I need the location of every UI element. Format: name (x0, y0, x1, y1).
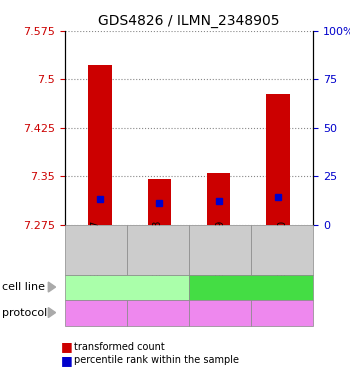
Bar (207, 173, 230, 225)
Text: GSM925597: GSM925597 (91, 220, 101, 279)
Text: percentile rank within the sample: percentile rank within the sample (74, 355, 238, 365)
Text: GSM925599: GSM925599 (215, 220, 225, 279)
Text: control: control (80, 308, 112, 317)
Text: IOSE80pc: IOSE80pc (224, 282, 278, 292)
Text: GSM925600: GSM925600 (277, 220, 287, 279)
Text: ■: ■ (61, 340, 73, 353)
Bar (148, 179, 171, 225)
Text: GSM925598: GSM925598 (153, 220, 163, 279)
Bar (266, 94, 289, 225)
Text: ARID1A
depletion: ARID1A depletion (261, 303, 304, 322)
Bar (89, 65, 112, 225)
Text: OSE4: OSE4 (112, 282, 142, 292)
Text: ■: ■ (61, 354, 73, 367)
Text: ARID1A
depletion: ARID1A depletion (136, 303, 179, 322)
Text: protocol: protocol (2, 308, 47, 318)
Title: GDS4826 / ILMN_2348905: GDS4826 / ILMN_2348905 (98, 14, 280, 28)
Text: transformed count: transformed count (74, 342, 164, 352)
Text: control: control (204, 308, 236, 317)
Text: cell line: cell line (2, 282, 45, 292)
